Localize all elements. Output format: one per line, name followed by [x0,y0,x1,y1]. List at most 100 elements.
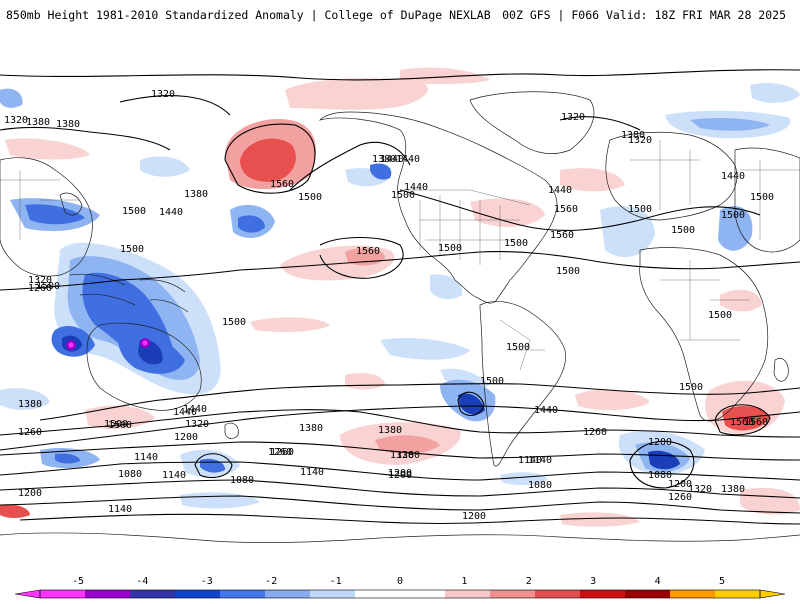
anomaly-neg-arctic-e2 [690,117,770,131]
contour-label: 1200 [462,511,486,522]
colorbar-tick-label: 5 [719,576,725,587]
colorbar-segment [715,590,761,598]
contour-label: 1380 [721,484,745,495]
coast-africa [639,247,769,422]
border-asia [0,160,800,240]
colorbar-segment [580,590,626,598]
colorbar-min-arrow [14,589,41,599]
map-panel[interactable]: 1320 1380 1320 1380 1560 1500 1380 1440 1380 1320… [0,40,800,560]
contour-label: 1320 [185,419,209,430]
contour-label: 1440 [183,404,207,415]
colorbar-segments [14,589,786,599]
anomaly-neg-mideast [718,206,753,251]
anomaly-neg-sio3 [0,388,50,410]
contour-label: 1500 [108,420,132,431]
colorbar-tick-label: -5 [72,576,84,587]
colorbar-segment [40,590,86,598]
colorbar-segment [85,590,131,598]
coast-europe [605,131,738,221]
colorbar-tick-label: -2 [265,576,277,587]
contour-ring-sio [194,453,233,479]
anomaly-neg-arctic-ne [750,83,800,103]
anomaly-pos-atlantic [560,168,625,192]
political-borders [0,140,800,371]
colorbar-segment [535,590,581,598]
map-title: 850mb Height 1981-2010 Standardized Anom… [6,8,491,22]
contour-label: 1380 [299,423,323,434]
contour-label: 1380 [26,117,50,128]
coast-asia-west [0,157,93,277]
anomaly-pos-nafrica [720,289,762,312]
colorbar-segment [490,590,536,598]
colorbar-tick-label: -3 [201,576,213,587]
contour-label: 1500 [679,382,703,393]
contour-label: 1500 [298,192,322,203]
colorbar-tick-label: -4 [136,576,148,587]
colorbar-tick-label: -1 [330,576,342,587]
contour-label: 1380 [396,450,420,461]
anomaly-neg-arctic-nw [0,88,23,108]
colorbar-tick-label: 4 [655,576,661,587]
contour-label: 1500 [721,210,745,221]
contour-label: 1500 [391,190,415,201]
anomaly-pos-tropics [250,317,330,333]
contour-1140-south [0,495,800,514]
colorbar-segment [220,590,266,598]
contour-label: 1380 [378,425,402,436]
contour-label: 1440 [396,154,420,165]
anomaly-pos-far-sw [0,504,30,519]
anomaly-neg-sam-pac-core [458,393,485,415]
anomaly-pos-west-pac [5,138,90,160]
border-sam [499,319,545,371]
contour-1320-arctic [119,95,641,131]
contour-ring-satl [629,440,695,489]
anomaly-pos-s-atl2 [560,512,640,527]
height-contours [0,69,800,525]
contour-1560-midpac [319,236,404,279]
contour-label: 1500 [120,244,144,255]
anomaly-pos-alaska-core [240,138,296,182]
contour-1320-south [0,441,800,461]
contour-label: 1140 [300,467,324,478]
anomaly-neg-asia-core [25,204,85,225]
contour-1260-south [0,461,800,481]
contour-1200-south [0,479,800,499]
colorbar-segment [625,590,671,598]
coastlines [0,91,800,543]
contour-label: 1080 [118,469,142,480]
contour-1440-south [0,405,800,451]
anomaly-neg-sio1-core [55,453,80,464]
contour-label: 1440 [721,171,745,182]
contour-label: 1500 [104,419,128,430]
contour-label: 1380 [184,189,208,200]
contour-label: 1080 [648,470,672,481]
contour-label: 1440 [380,154,404,165]
anomaly-neg-europe2 [430,274,463,300]
contour-label: 1560 [550,230,574,241]
colorbar-tick-label: 3 [590,576,596,587]
contour-label: 1140 [518,455,542,466]
contour-label: 1320 [151,89,175,100]
anomaly-pos-north-pac [285,78,429,110]
contour-label: 1500 [671,225,695,236]
colorbar-segment [265,590,311,598]
anomaly-extreme-core-2b [142,340,148,346]
coast-madagascar [773,358,789,382]
contour-label: 1200 [668,479,692,490]
contour-label: 1500 [222,317,246,328]
contour-label: 1320 [4,115,28,126]
contour-label: 1560 [270,179,294,190]
colorbar-outline [39,589,761,599]
contour-label: 1500 [438,243,462,254]
contour-label: 1260 [270,447,294,458]
contour-label: 1500 [708,310,732,321]
contour-label: 1200 [388,470,412,481]
contour-1440-nam [399,189,761,231]
colorbar-segment [670,590,716,598]
coast-north-america [318,111,558,304]
contour-label: 1080 [528,480,552,491]
contour-label: 1260 [28,283,52,294]
contour-alaska-ring [224,123,316,194]
